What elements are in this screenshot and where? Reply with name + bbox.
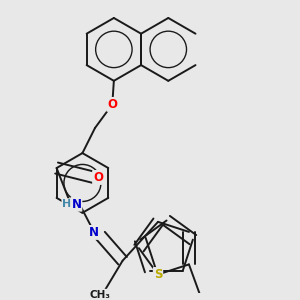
Text: CH₃: CH₃	[89, 290, 110, 300]
Text: N: N	[89, 226, 99, 239]
Text: H: H	[62, 199, 72, 209]
Text: S: S	[154, 268, 162, 281]
Text: O: O	[107, 98, 117, 111]
Text: O: O	[93, 171, 103, 184]
Text: N: N	[71, 198, 81, 211]
